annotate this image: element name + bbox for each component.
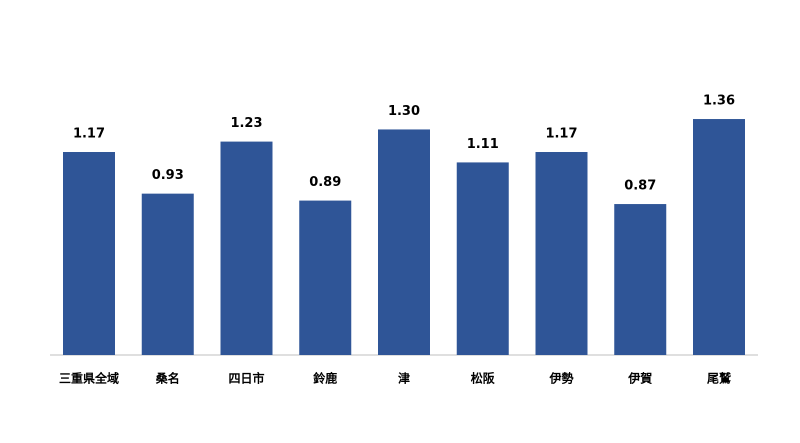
value-label: 1.17 bbox=[545, 127, 577, 142]
x-tick-label: 尾鷲 bbox=[707, 371, 731, 386]
value-label: 1.11 bbox=[467, 137, 499, 152]
value-label: 1.30 bbox=[388, 104, 420, 119]
value-label: 1.23 bbox=[230, 116, 262, 131]
x-tick-label: 伊勢 bbox=[548, 371, 573, 386]
x-tick-label: 四日市 bbox=[228, 371, 264, 386]
x-tick-label: 伊賀 bbox=[627, 371, 652, 386]
x-tick-label: 鈴鹿 bbox=[313, 371, 337, 386]
bar bbox=[220, 141, 273, 355]
x-tick-label: 松阪 bbox=[471, 371, 496, 386]
value-label: 0.87 bbox=[624, 179, 656, 194]
bar bbox=[535, 152, 588, 355]
bar bbox=[456, 162, 509, 355]
value-label: 0.89 bbox=[309, 175, 341, 190]
x-tick-label: 津 bbox=[398, 371, 410, 386]
x-tick-label: 桑名 bbox=[156, 371, 180, 386]
bar bbox=[141, 193, 194, 355]
value-label: 0.93 bbox=[152, 168, 184, 183]
bar bbox=[614, 204, 667, 355]
bar bbox=[693, 119, 745, 355]
bar bbox=[378, 129, 430, 355]
value-label: 1.36 bbox=[703, 94, 735, 109]
bar bbox=[63, 152, 115, 355]
x-tick-label: 三重県全域 bbox=[59, 371, 119, 386]
value-label: 1.17 bbox=[73, 127, 105, 142]
bar bbox=[299, 200, 352, 355]
